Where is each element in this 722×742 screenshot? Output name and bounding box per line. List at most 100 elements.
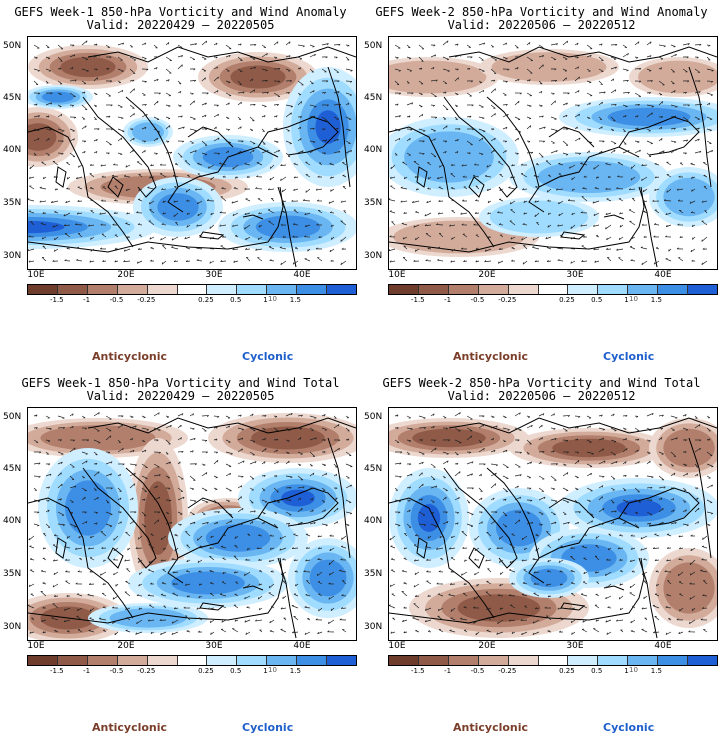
wind-arrow-head	[170, 425, 172, 428]
wind-arrow	[394, 439, 400, 443]
wind-arrow-head	[205, 40, 207, 43]
wind-arrow-head	[312, 509, 314, 512]
wind-arrow-head	[192, 428, 195, 430]
wind-arrow-head	[708, 102, 711, 106]
wind-arrow	[196, 247, 203, 250]
wind-arrow	[184, 160, 191, 166]
wind-arrow	[256, 547, 263, 550]
wind-arrow	[201, 114, 207, 118]
wind-arrow-head	[74, 447, 76, 450]
wind-arrow-head	[329, 534, 332, 537]
wind-arrow	[255, 248, 263, 251]
wind-arrow-head	[326, 104, 329, 107]
wind-arrow	[484, 248, 492, 252]
wind-arrow-head	[471, 461, 474, 464]
wind-arrow-head	[186, 212, 189, 215]
wind-arrow	[261, 140, 266, 145]
wind-arrow	[406, 473, 413, 477]
wind-arrow	[45, 415, 50, 419]
colorbar-swatch	[237, 285, 268, 294]
cyclonic-region	[171, 571, 245, 595]
wind-arrow	[177, 80, 182, 85]
wind-arrow-head	[304, 212, 307, 216]
wind-arrow	[28, 260, 35, 263]
wind-arrow	[570, 260, 576, 264]
wind-arrow	[114, 631, 119, 636]
wind-arrow	[562, 77, 567, 82]
wind-arrow	[171, 631, 179, 635]
wind-arrow-head	[625, 438, 628, 441]
wind-arrow-head	[73, 138, 75, 141]
wind-arrow	[514, 100, 520, 106]
wind-arrow-head	[559, 583, 562, 586]
wind-arrow-head	[409, 463, 412, 466]
wind-arrow	[498, 224, 504, 226]
wind-arrow-head	[337, 91, 340, 94]
wind-arrow	[333, 424, 340, 429]
wind-arrow-head	[510, 237, 513, 240]
wind-arrow-head	[533, 571, 536, 574]
wind-arrow	[595, 571, 600, 574]
wind-arrow	[117, 89, 124, 94]
wind-arrow	[141, 427, 149, 431]
wind-arrow	[502, 103, 508, 106]
colorbar-tick-label: 0.5	[591, 667, 603, 675]
wind-arrow	[153, 128, 161, 133]
wind-arrow-head	[288, 523, 291, 525]
wind-arrow	[442, 56, 449, 60]
wind-arrow-head	[95, 512, 98, 514]
wind-arrow-head	[312, 46, 315, 48]
wind-arrow	[40, 223, 47, 226]
wind-arrow-head	[470, 80, 474, 83]
wind-arrow	[81, 451, 88, 455]
wind-arrow	[502, 126, 508, 130]
wind-arrow	[220, 629, 227, 633]
wind-arrow	[682, 139, 688, 142]
wind-arrow-head	[535, 163, 539, 165]
wind-arrow	[249, 116, 255, 122]
wind-arrow	[201, 56, 207, 60]
wind-arrow	[213, 66, 218, 70]
wind-arrow-head	[347, 438, 350, 441]
wind-arrow	[523, 245, 528, 250]
wind-arrow-head	[552, 488, 556, 490]
anticyclonic-label: Anticyclonic	[92, 721, 168, 734]
wind-arrow	[475, 185, 480, 190]
wind-arrow-head	[654, 188, 656, 191]
wind-arrow-head	[571, 535, 573, 538]
colorbar-swatch	[327, 656, 356, 665]
wind-arrow	[586, 463, 593, 467]
wind-arrow	[148, 559, 155, 564]
wind-arrow-head	[486, 607, 488, 610]
wind-arrow	[438, 247, 444, 250]
wind-arrow	[342, 186, 347, 190]
wind-arrow-head	[323, 414, 326, 417]
wind-arrow-head	[654, 223, 657, 225]
wind-arrow	[117, 104, 123, 108]
wind-arrow	[329, 163, 335, 166]
wind-arrow-head	[678, 535, 681, 538]
wind-arrow	[186, 188, 191, 193]
wind-arrow-head	[338, 424, 340, 427]
wind-arrow-head	[509, 569, 512, 571]
wind-arrow	[654, 176, 660, 179]
wind-arrow	[634, 499, 641, 503]
wind-arrow-head	[389, 198, 391, 200]
wind-arrow	[304, 258, 311, 262]
cyclonic-region	[205, 524, 271, 552]
wind-arrow	[29, 164, 35, 170]
wind-arrow	[268, 592, 275, 597]
wind-arrow	[273, 41, 279, 46]
wind-arrow-head	[181, 140, 185, 143]
wind-arrow	[150, 533, 155, 537]
wind-arrow-head	[279, 537, 282, 540]
wind-arrow	[418, 104, 423, 107]
wind-arrow	[93, 77, 98, 82]
wind-arrow	[550, 413, 555, 417]
wind-arrow-head	[589, 425, 591, 428]
wind-arrow	[691, 188, 696, 192]
wind-arrow-head	[471, 487, 474, 490]
wind-arrow-head	[268, 585, 271, 588]
wind-arrow-head	[323, 128, 326, 131]
wind-arrow-head	[566, 440, 569, 442]
